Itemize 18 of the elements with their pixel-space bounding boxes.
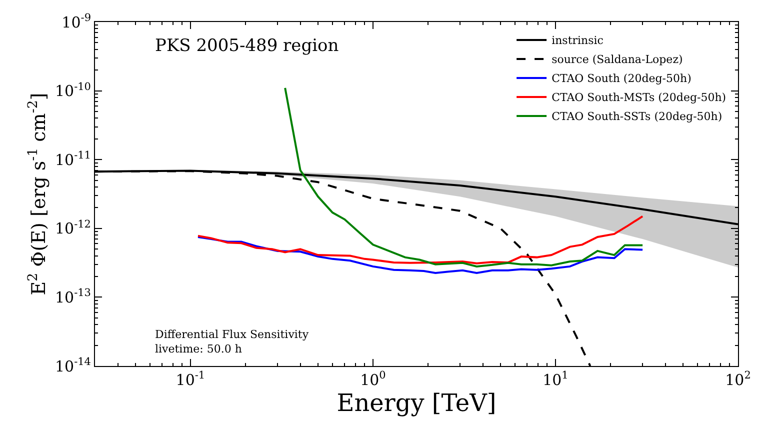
y-tick-label: 10$^{-12}$	[54, 218, 91, 238]
x-tick-label: 10$^{1}$	[542, 370, 568, 389]
x-tick-label: 10$^{2}$	[725, 370, 751, 389]
legend-label: instrinsic	[552, 34, 604, 48]
x-tick-label: 10$^{0}$	[360, 370, 386, 389]
y-tick-label: 10$^{-14}$	[54, 356, 92, 376]
annotation: Differential Flux Sensitivity livetime: 50.0 h	[155, 328, 310, 356]
legend-label: CTAO South-MSTs (20deg-50h)	[552, 91, 726, 104]
x-tick-label: 10$^{-1}$	[176, 370, 206, 389]
annotation: PKS 2005-489 region	[155, 36, 339, 56]
legend-label: CTAO South (20deg-50h)	[552, 72, 692, 86]
y-tick-label: 10$^{-13}$	[54, 287, 91, 306]
x-axis-title: Energy [TeV]	[336, 389, 496, 417]
y-tick-label: 10$^{-11}$	[54, 150, 91, 169]
y-tick-label: 10$^{-10}$	[54, 80, 91, 100]
legend-label: source (Saldana-Lopez)	[552, 53, 683, 66]
y-tick-label: 10$^{-9}$	[62, 12, 91, 32]
legend-label: CTAO South-SSTs (20deg-50h)	[552, 110, 722, 124]
